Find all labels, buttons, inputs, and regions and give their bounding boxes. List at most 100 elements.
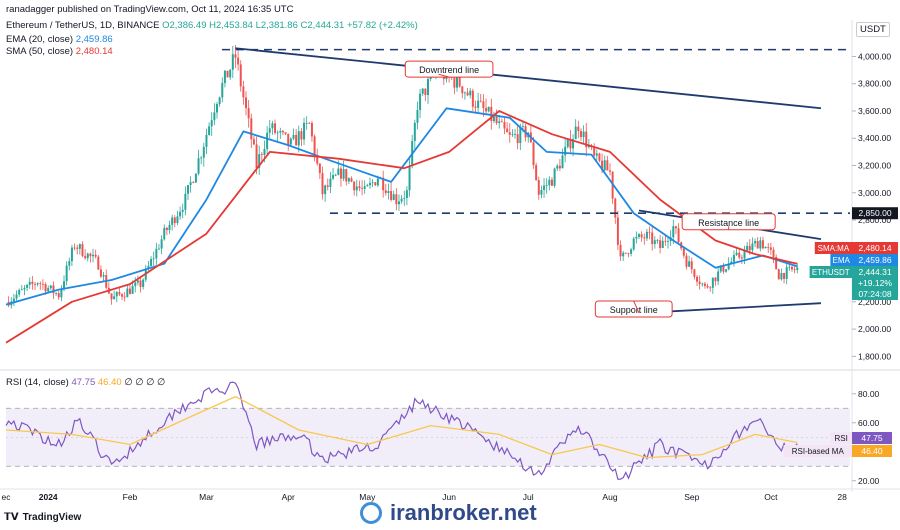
candle-body (115, 292, 118, 297)
candle-body (725, 269, 728, 272)
candle (55, 292, 58, 296)
price-label-ethusdt: ETHUSDT 2,444.31+19.12%07:24:08 (809, 266, 898, 300)
ema-legend[interactable]: EMA (20, close) 2,459.86 (6, 34, 113, 46)
candle (732, 250, 735, 267)
watermark-text: iranbroker.net (390, 500, 537, 525)
candle (764, 246, 767, 249)
candle-body (313, 136, 316, 156)
rsi-legend[interactable]: RSI (14, close) 47.75 46.40 ∅ ∅ ∅ ∅ (6, 377, 165, 389)
candle-body (783, 273, 786, 279)
candle (427, 72, 429, 104)
candle (97, 255, 100, 270)
sma-legend[interactable]: SMA (50, close) 2,480.14 (6, 46, 113, 58)
candle-body (582, 131, 585, 138)
candle (638, 232, 640, 239)
candle-body (284, 132, 287, 134)
rsi-tick-label: 60.00 (858, 418, 880, 428)
candle-body (461, 86, 464, 94)
candle (324, 184, 327, 202)
candle-body (287, 133, 290, 145)
candle (585, 123, 588, 157)
candle (572, 134, 575, 157)
candle-body (696, 276, 699, 282)
candle-body (292, 134, 295, 139)
candle (390, 182, 393, 202)
candle (210, 112, 213, 136)
candle-body (350, 178, 353, 182)
candle (329, 172, 332, 193)
candle-body (651, 232, 654, 245)
candle (503, 117, 506, 135)
candle (247, 100, 250, 128)
candle (395, 188, 398, 211)
candle-body (89, 253, 92, 257)
price-label-value: 2,480.14 (858, 243, 891, 253)
time-tick-label: 2024 (39, 492, 58, 502)
candle-body (754, 241, 757, 244)
candle (532, 136, 535, 169)
candle (514, 128, 517, 139)
candle-body (358, 186, 361, 189)
candle (577, 120, 580, 139)
candle (231, 45, 234, 78)
candle (23, 284, 26, 296)
rsi-tick-label: 80.00 (858, 389, 880, 399)
candle-body (276, 132, 279, 134)
candle-body (76, 247, 79, 249)
candle (793, 265, 796, 274)
candle (529, 124, 532, 144)
candle (41, 279, 44, 290)
candle (725, 269, 728, 273)
candle (245, 91, 248, 116)
candle (564, 138, 567, 163)
candle-body (184, 193, 187, 210)
candle (353, 180, 356, 196)
candle-body (23, 287, 26, 290)
candle-body (355, 186, 358, 191)
candle (608, 163, 611, 176)
annotation-text: Downtrend line (419, 65, 479, 75)
candle (150, 256, 153, 268)
candle (540, 185, 543, 199)
candle (709, 285, 712, 292)
candle-body (535, 165, 538, 181)
candle (796, 263, 799, 274)
candle (492, 111, 495, 124)
candle (754, 238, 757, 248)
candle (81, 241, 84, 258)
candle (651, 225, 654, 251)
candle (229, 68, 232, 80)
candle (477, 92, 480, 113)
candle (746, 242, 749, 251)
candle-body (44, 284, 47, 292)
candle (287, 133, 290, 151)
time-tick-label: 28 (837, 492, 847, 502)
candle (200, 155, 203, 165)
candle-body (479, 100, 482, 102)
time-tick-label: Feb (123, 492, 138, 502)
candle-body (160, 239, 163, 249)
candle (619, 240, 622, 261)
candle-body (656, 240, 659, 242)
candle-body (12, 298, 15, 302)
candle (347, 177, 350, 185)
candle-body (363, 186, 366, 189)
candle (487, 106, 490, 113)
candle (242, 80, 245, 105)
tradingview-logo[interactable]: 𝗧𝗩 TradingView (4, 512, 81, 523)
candle-body (234, 54, 237, 58)
candle-body (260, 154, 263, 155)
candle (368, 177, 371, 189)
candle (68, 257, 71, 271)
candle-body (458, 75, 461, 87)
candle-body (785, 267, 788, 279)
candle (89, 252, 92, 263)
candle-body (492, 116, 495, 122)
candle-body (503, 122, 506, 129)
candle-body (427, 79, 429, 96)
candle-body (487, 106, 490, 112)
candle-body (463, 92, 466, 94)
candle (86, 252, 89, 262)
rsi-line (5, 381, 798, 480)
